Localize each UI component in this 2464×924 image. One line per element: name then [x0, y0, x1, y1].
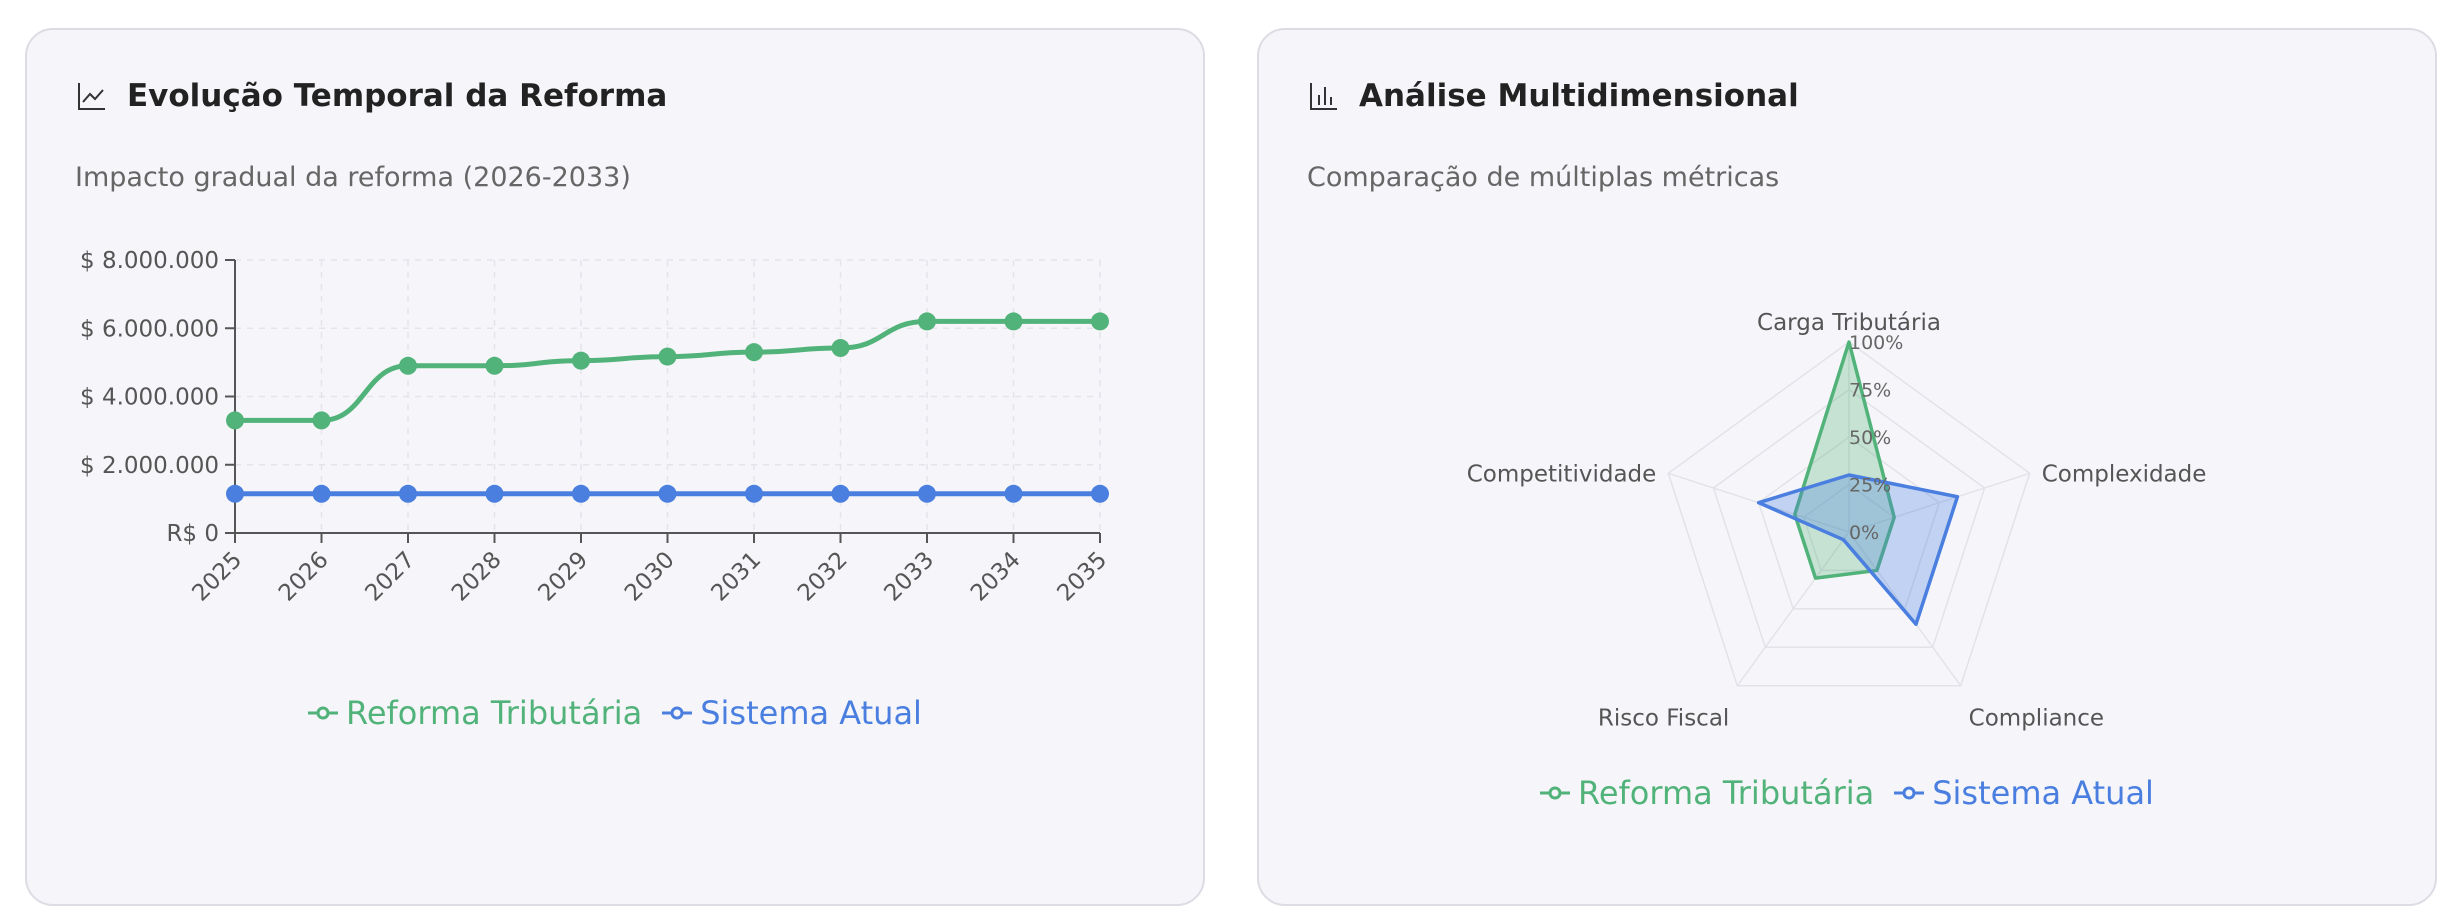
data-point[interactable] [918, 484, 936, 503]
radar-spoke [1848, 472, 2030, 533]
x-tick-label: 2032 [793, 547, 853, 607]
radar-axis-label: Carga Tributária [1757, 310, 1941, 336]
radar-tick-label: 50% [1849, 427, 1891, 449]
x-tick-label: 2028 [447, 547, 507, 607]
data-point[interactable] [745, 484, 763, 503]
x-tick-label: 2026 [274, 547, 334, 607]
data-point[interactable] [572, 484, 590, 503]
y-tick-label: $ 4.000.000 [80, 385, 219, 411]
data-point[interactable] [226, 484, 244, 503]
radar-tick-label: 75% [1849, 380, 1891, 402]
legend-line-marker-icon [1540, 786, 1571, 800]
x-tick-label: 2025 [187, 547, 247, 607]
y-tick-label: R$ 0 [166, 521, 219, 547]
data-point[interactable] [399, 484, 417, 503]
data-point[interactable] [831, 484, 850, 503]
multidimensional-card-header: Análise Multidimensional [1307, 78, 1799, 114]
radar-grid-ring [1712, 388, 1986, 649]
radar-tick-label: 100% [1849, 332, 1903, 354]
legend-line-marker-icon [1894, 786, 1925, 800]
data-point[interactable] [399, 356, 417, 375]
y-tick-label: $ 6.000.000 [80, 316, 219, 342]
line-chart-legend: Reforma Tributária Sistema Atual [27, 694, 1203, 732]
radar-axis-label: Compliance [1969, 706, 2104, 732]
data-point[interactable] [1091, 312, 1109, 331]
data-point[interactable] [1004, 484, 1023, 503]
x-tick-label: 2035 [1052, 547, 1112, 607]
radar-grid [1667, 341, 2031, 687]
x-tick-label: 2027 [360, 547, 420, 607]
data-point[interactable] [485, 484, 504, 503]
data-point[interactable] [1004, 312, 1023, 331]
radar-axis-label: Competitividade [1467, 461, 1657, 487]
data-point[interactable] [1091, 484, 1109, 503]
data-point[interactable] [312, 484, 331, 503]
data-point[interactable] [745, 343, 763, 362]
line-chart: R$ 0 $ 2.000.000 $ 4.000.000 $ 6.000.000 $ 8… [80, 248, 1112, 607]
timeline-card-header: Evolução Temporal da Reforma [75, 78, 667, 114]
timeline-title: Evolução Temporal da Reforma [127, 78, 668, 114]
x-tick-label: 2031 [706, 547, 766, 607]
radar-chart: 0% 25% 50% 75% 100%Carga Tributária Complexid… [1467, 310, 2207, 732]
x-tick-label: 2034 [966, 547, 1026, 607]
data-point[interactable] [658, 347, 677, 366]
radar-tick-label: 25% [1849, 475, 1891, 497]
radar-series-0[interactable] [1793, 340, 1896, 580]
legend-line-marker-icon [662, 706, 693, 720]
timeline-subtitle: Impacto gradual da reforma (2026-2033) [75, 162, 631, 193]
y-tick-label: $ 2.000.000 [80, 453, 219, 479]
timeline-card: Evolução Temporal da Reforma Impacto gra… [25, 28, 1205, 906]
data-point[interactable] [485, 356, 504, 375]
radar-tick-label: 0% [1849, 522, 1879, 544]
multidimensional-subtitle: Comparação de múltiplas métricas [1307, 162, 1780, 193]
line-legend-label: Reforma Tributária [346, 694, 643, 732]
multidimensional-title: Análise Multidimensional [1359, 78, 1799, 114]
radar-grid-ring [1667, 341, 2031, 687]
line-legend-label: Sistema Atual [700, 694, 922, 732]
bar-chart-icon [1310, 83, 1337, 110]
y-tick-label: $ 8.000.000 [80, 248, 219, 274]
multidimensional-card: Análise Multidimensional Comparação de m… [1257, 28, 2437, 906]
radar-axis-label: Risco Fiscal [1598, 706, 1729, 732]
radar-legend-item-1[interactable]: Sistema Atual [1894, 774, 2154, 812]
radar-grid-ring [1802, 483, 1896, 572]
x-tick-label: 2029 [533, 547, 593, 607]
data-point[interactable] [658, 484, 677, 503]
radar-legend-label: Reforma Tributária [1578, 774, 1875, 812]
data-point[interactable] [831, 339, 850, 358]
radar-legend-label: Sistema Atual [1932, 774, 2154, 812]
line-legend-item-1[interactable]: Sistema Atual [662, 694, 922, 732]
legend-line-marker-icon [308, 706, 339, 720]
x-tick-label: 2033 [879, 547, 939, 607]
data-point[interactable] [312, 411, 331, 430]
line-legend-item-0[interactable]: Reforma Tributária [308, 694, 642, 732]
x-tick-label: 2030 [620, 547, 680, 607]
radar-spoke [1736, 531, 1850, 687]
data-point[interactable] [572, 351, 590, 370]
data-point[interactable] [226, 411, 244, 430]
radar-chart-legend: Reforma Tributária Sistema Atual [1259, 774, 2435, 812]
data-point[interactable] [918, 312, 936, 331]
line-chart-icon [78, 83, 105, 110]
radar-legend-item-0[interactable]: Reforma Tributária [1540, 774, 1874, 812]
radar-series-1[interactable] [1756, 473, 1960, 626]
radar-axis-label: Complexidade [2042, 461, 2207, 487]
